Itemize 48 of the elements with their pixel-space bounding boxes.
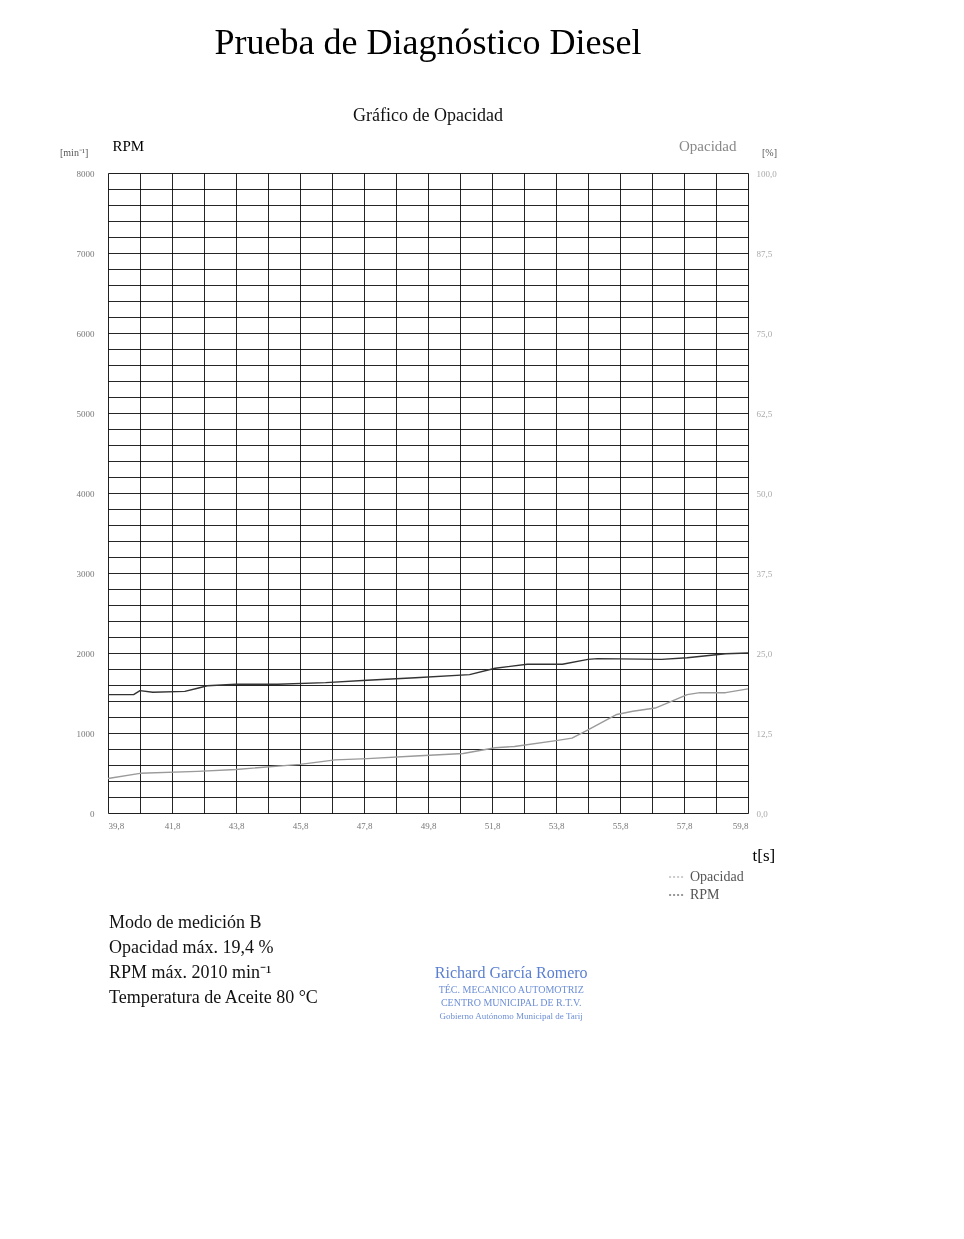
x-tick-label: 41,8 [164, 820, 181, 831]
y2-axis-title: Opacidad [679, 137, 737, 154]
text: RPM máx. 2010 min⁻¹ [109, 962, 272, 982]
y-tick-label: 8000 [76, 168, 95, 179]
chart-subtitle: Gráfico de Opacidad [353, 105, 503, 125]
text: TÉC. MECANICO AUTOMOTRIZ [438, 984, 584, 995]
y-tick-label: 3000 [76, 568, 95, 579]
y2-tick-label: 37,5 [756, 568, 773, 579]
y2-tick-label: 87,5 [756, 248, 773, 259]
text: Modo de medición B [109, 912, 262, 932]
x-tick-label: 57,8 [676, 820, 693, 831]
x-tick-label: 39,8 [108, 820, 125, 831]
y2-tick-label: 50,0 [756, 488, 773, 499]
y2-tick-label: 25,0 [756, 648, 773, 659]
text: Richard García Romero [434, 964, 588, 981]
x-tick-label: 53,8 [548, 820, 565, 831]
y2-tick-label: 100,0 [756, 168, 778, 179]
x-tick-label: 43,8 [228, 820, 245, 831]
text: Temperatura de Aceite 80 °C [109, 987, 318, 1007]
text: [min⁻¹] [60, 147, 89, 158]
y2-tick-label: 62,5 [756, 408, 773, 419]
y-tick-label: 5000 [76, 408, 95, 419]
y2-tick-label: 0,0 [756, 808, 769, 819]
y-tick-label: 6000 [76, 328, 95, 339]
x-tick-label: 59,8 [732, 820, 749, 831]
y-axis-title: RPM [112, 137, 145, 154]
text: Gobierno Autónomo Municipal de Tarij [439, 1011, 583, 1021]
legend-label: Opacidad [690, 869, 744, 884]
line-series [107, 688, 749, 780]
x-tick-label: 45,8 [292, 820, 309, 831]
x-axis-title: t[s] [752, 845, 776, 865]
line-series [107, 652, 749, 696]
text: [%] [762, 147, 777, 158]
text: Opacidad máx. 19,4 % [109, 937, 274, 957]
y-tick-label: 0 [90, 808, 95, 819]
y2-tick-label: 75,0 [756, 328, 773, 339]
chart-title: Prueba de Diagnóstico Diesel [214, 22, 642, 62]
y-tick-label: 7000 [76, 248, 95, 259]
y-tick-label: 2000 [76, 648, 95, 659]
x-tick-label: 47,8 [356, 820, 373, 831]
x-tick-label: 51,8 [484, 820, 501, 831]
x-tick-label: 55,8 [612, 820, 629, 831]
y2-tick-label: 12,5 [756, 728, 773, 739]
y-tick-label: 4000 [76, 488, 95, 499]
x-tick-label: 49,8 [420, 820, 437, 831]
y-tick-label: 1000 [76, 728, 95, 739]
text: CENTRO MUNICIPAL DE R.T.V. [440, 997, 582, 1008]
legend-label: RPM [690, 887, 721, 902]
